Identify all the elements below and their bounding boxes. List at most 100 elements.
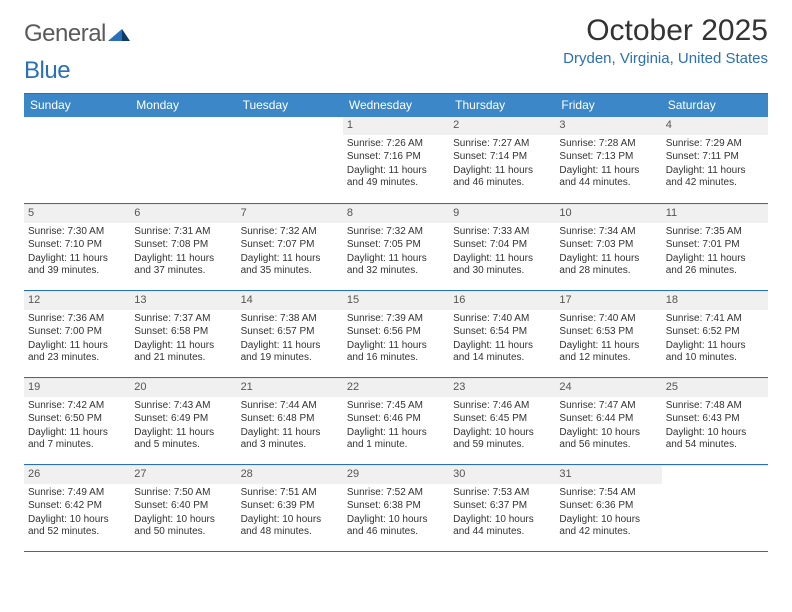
sunset-text: Sunset: 7:04 PM (453, 239, 551, 252)
sunrise-text: Sunrise: 7:33 AM (453, 226, 551, 239)
day-cell: 2Sunrise: 7:27 AMSunset: 7:14 PMDaylight… (449, 117, 555, 203)
sunrise-text: Sunrise: 7:26 AM (347, 138, 445, 151)
daylight-text: Daylight: 11 hours and 28 minutes. (559, 253, 657, 278)
weekday-label: Tuesday (237, 94, 343, 117)
sunset-text: Sunset: 6:46 PM (347, 413, 445, 426)
daylight-text: Daylight: 11 hours and 35 minutes. (241, 253, 339, 278)
sunset-text: Sunset: 6:53 PM (559, 326, 657, 339)
day-cell: 28Sunrise: 7:51 AMSunset: 6:39 PMDayligh… (237, 465, 343, 551)
sunset-text: Sunset: 6:48 PM (241, 413, 339, 426)
sunrise-text: Sunrise: 7:34 AM (559, 226, 657, 239)
daylight-text: Daylight: 11 hours and 5 minutes. (134, 427, 232, 452)
weekday-label: Saturday (662, 94, 768, 117)
sunrise-text: Sunrise: 7:39 AM (347, 313, 445, 326)
sunset-text: Sunset: 7:10 PM (28, 239, 126, 252)
day-cell: 15Sunrise: 7:39 AMSunset: 6:56 PMDayligh… (343, 291, 449, 377)
day-cell: 11Sunrise: 7:35 AMSunset: 7:01 PMDayligh… (662, 204, 768, 290)
day-cell: 26Sunrise: 7:49 AMSunset: 6:42 PMDayligh… (24, 465, 130, 551)
daylight-text: Daylight: 11 hours and 49 minutes. (347, 165, 445, 190)
sunset-text: Sunset: 7:01 PM (666, 239, 764, 252)
day-cell: 17Sunrise: 7:40 AMSunset: 6:53 PMDayligh… (555, 291, 661, 377)
day-number: 11 (662, 205, 768, 223)
day-number: 29 (343, 466, 449, 484)
daylight-text: Daylight: 11 hours and 14 minutes. (453, 340, 551, 365)
sunset-text: Sunset: 6:52 PM (666, 326, 764, 339)
day-cell: 23Sunrise: 7:46 AMSunset: 6:45 PMDayligh… (449, 378, 555, 464)
day-number: 4 (662, 117, 768, 135)
day-number: 19 (24, 379, 130, 397)
sunset-text: Sunset: 7:16 PM (347, 151, 445, 164)
sunrise-text: Sunrise: 7:48 AM (666, 400, 764, 413)
day-number: 20 (130, 379, 236, 397)
day-number: 6 (130, 205, 236, 223)
sunset-text: Sunset: 6:43 PM (666, 413, 764, 426)
sunrise-text: Sunrise: 7:28 AM (559, 138, 657, 151)
sunset-text: Sunset: 6:49 PM (134, 413, 232, 426)
day-cell: 16Sunrise: 7:40 AMSunset: 6:54 PMDayligh… (449, 291, 555, 377)
week-row: 19Sunrise: 7:42 AMSunset: 6:50 PMDayligh… (24, 378, 768, 465)
sunrise-text: Sunrise: 7:46 AM (453, 400, 551, 413)
sunrise-text: Sunrise: 7:40 AM (559, 313, 657, 326)
week-row: 26Sunrise: 7:49 AMSunset: 6:42 PMDayligh… (24, 465, 768, 552)
day-number: 27 (130, 466, 236, 484)
weekday-label: Monday (130, 94, 236, 117)
sunrise-text: Sunrise: 7:54 AM (559, 487, 657, 500)
sunrise-text: Sunrise: 7:30 AM (28, 226, 126, 239)
daylight-text: Daylight: 10 hours and 42 minutes. (559, 514, 657, 539)
day-number: 30 (449, 466, 555, 484)
day-cell: 27Sunrise: 7:50 AMSunset: 6:40 PMDayligh… (130, 465, 236, 551)
daylight-text: Daylight: 11 hours and 10 minutes. (666, 340, 764, 365)
day-cell (24, 117, 130, 203)
sunrise-text: Sunrise: 7:32 AM (347, 226, 445, 239)
sunrise-text: Sunrise: 7:32 AM (241, 226, 339, 239)
day-number: 18 (662, 292, 768, 310)
sunrise-text: Sunrise: 7:31 AM (134, 226, 232, 239)
day-number: 10 (555, 205, 661, 223)
sunset-text: Sunset: 7:14 PM (453, 151, 551, 164)
weekday-label: Friday (555, 94, 661, 117)
daylight-text: Daylight: 10 hours and 54 minutes. (666, 427, 764, 452)
daylight-text: Daylight: 11 hours and 39 minutes. (28, 253, 126, 278)
daylight-text: Daylight: 10 hours and 48 minutes. (241, 514, 339, 539)
logo-mark-icon (108, 25, 130, 46)
day-cell: 14Sunrise: 7:38 AMSunset: 6:57 PMDayligh… (237, 291, 343, 377)
sunrise-text: Sunrise: 7:42 AM (28, 400, 126, 413)
day-cell: 3Sunrise: 7:28 AMSunset: 7:13 PMDaylight… (555, 117, 661, 203)
title-block: October 2025 Dryden, Virginia, United St… (563, 14, 768, 67)
sunset-text: Sunset: 6:39 PM (241, 500, 339, 513)
day-cell: 21Sunrise: 7:44 AMSunset: 6:48 PMDayligh… (237, 378, 343, 464)
sunrise-text: Sunrise: 7:44 AM (241, 400, 339, 413)
day-number: 3 (555, 117, 661, 135)
day-number: 22 (343, 379, 449, 397)
sunset-text: Sunset: 7:05 PM (347, 239, 445, 252)
day-number: 1 (343, 117, 449, 135)
day-number: 5 (24, 205, 130, 223)
page: General October 2025 Dryden, Virginia, U… (0, 0, 792, 572)
day-cell: 22Sunrise: 7:45 AMSunset: 6:46 PMDayligh… (343, 378, 449, 464)
day-cell: 7Sunrise: 7:32 AMSunset: 7:07 PMDaylight… (237, 204, 343, 290)
day-number: 8 (343, 205, 449, 223)
daylight-text: Daylight: 10 hours and 56 minutes. (559, 427, 657, 452)
daylight-text: Daylight: 11 hours and 44 minutes. (559, 165, 657, 190)
day-cell: 9Sunrise: 7:33 AMSunset: 7:04 PMDaylight… (449, 204, 555, 290)
daylight-text: Daylight: 11 hours and 32 minutes. (347, 253, 445, 278)
day-number: 15 (343, 292, 449, 310)
day-cell: 31Sunrise: 7:54 AMSunset: 6:36 PMDayligh… (555, 465, 661, 551)
daylight-text: Daylight: 10 hours and 50 minutes. (134, 514, 232, 539)
sunrise-text: Sunrise: 7:35 AM (666, 226, 764, 239)
month-title: October 2025 (563, 14, 768, 48)
day-cell: 20 Sunrise: 7:43 AMSunset: 6:49 PMDayligh… (130, 378, 236, 464)
sunrise-text: Sunrise: 7:41 AM (666, 313, 764, 326)
sunrise-text: Sunrise: 7:43 AM (134, 400, 232, 413)
day-cell: 8 Sunrise: 7:32 AMSunset: 7:05 PMDaylight… (343, 204, 449, 290)
daylight-text: Daylight: 11 hours and 21 minutes. (134, 340, 232, 365)
day-cell: 25Sunrise: 7:48 AMSunset: 6:43 PMDayligh… (662, 378, 768, 464)
logo-text-general: General (24, 20, 106, 48)
sunrise-text: Sunrise: 7:45 AM (347, 400, 445, 413)
calendar: SundayMondayTuesdayWednesdayThursdayFrid… (24, 93, 768, 552)
day-cell: 19Sunrise: 7:42 AMSunset: 6:50 PMDayligh… (24, 378, 130, 464)
day-cell: 6Sunrise: 7:31 AMSunset: 7:08 PMDaylight… (130, 204, 236, 290)
day-number: 7 (237, 205, 343, 223)
day-number: 2 (449, 117, 555, 135)
day-number: 17 (555, 292, 661, 310)
